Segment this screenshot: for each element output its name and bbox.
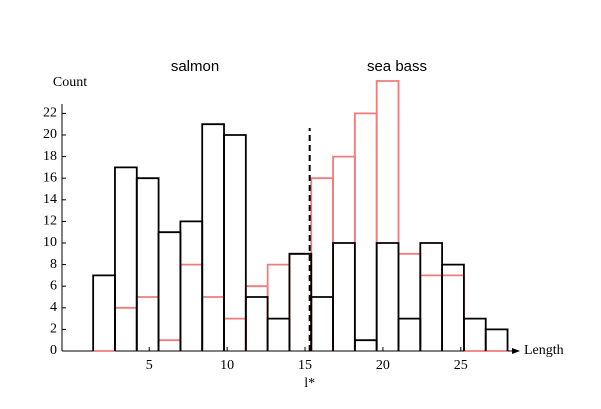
histogram-bin <box>179 263 204 351</box>
histogram-bin <box>288 252 313 351</box>
histogram-bin <box>310 177 334 351</box>
histogram-bin <box>419 242 444 351</box>
histogram-bin <box>375 242 400 351</box>
y-tick-label: 10 <box>43 235 57 250</box>
histogram-bin <box>244 296 269 351</box>
histogram-bin <box>244 285 269 351</box>
y-axis-label: Count <box>53 75 87 90</box>
histogram-bin <box>463 317 487 351</box>
histogram-bin <box>375 80 400 351</box>
histogram-bin <box>201 123 225 351</box>
y-tick-label: 4 <box>50 300 57 315</box>
series-label: sea bass <box>367 58 427 75</box>
y-tick-label: 18 <box>43 149 57 164</box>
x-tick-label: 15 <box>298 358 312 373</box>
x-tick-label: 25 <box>454 358 468 373</box>
y-tick-label: 8 <box>50 257 57 272</box>
histogram-bin <box>114 166 138 351</box>
threshold-label: l* <box>304 376 315 391</box>
y-tick-label: 2 <box>50 322 57 337</box>
y-tick-label: 22 <box>43 106 57 121</box>
histogram-bin <box>484 328 509 351</box>
x-axis-arrow <box>512 348 520 354</box>
x-axis-label: Length <box>524 343 564 358</box>
histogram-bin <box>201 296 225 351</box>
histogram-bin <box>135 296 160 351</box>
histogram-bin <box>157 339 182 351</box>
y-tick-label: 20 <box>43 127 57 142</box>
x-tick-label: 5 <box>146 358 153 373</box>
histogram-bin <box>441 274 465 351</box>
histogram-bin <box>332 242 356 351</box>
histogram-bin <box>179 220 204 351</box>
histogram-bin <box>397 252 422 351</box>
histogram-bin <box>397 317 422 351</box>
histogram-bin <box>114 306 138 351</box>
y-tick-label: 16 <box>43 170 57 185</box>
y-tick-label: 12 <box>43 214 57 229</box>
histogram-bin <box>288 252 313 351</box>
y-tick-label: 14 <box>43 192 57 207</box>
histogram-bin <box>92 274 116 351</box>
histogram-bin <box>266 263 291 351</box>
histogram-bin <box>441 263 465 351</box>
y-tick-label: 0 <box>50 343 57 358</box>
histogram-bin <box>223 134 247 351</box>
histogram-bin <box>332 155 356 351</box>
histogram-bin <box>135 177 160 351</box>
histogram-bin <box>353 339 378 351</box>
x-tick-label: 20 <box>376 358 390 373</box>
x-tick-label: 10 <box>220 358 234 373</box>
series-label: salmon <box>171 58 219 75</box>
histogram-bin <box>419 274 444 351</box>
histogram-bin <box>266 317 291 351</box>
histogram-bin <box>157 231 182 351</box>
y-tick-label: 6 <box>50 278 57 293</box>
histogram-bin <box>310 296 334 351</box>
histogram-bin <box>353 112 378 351</box>
histogram-bin <box>223 317 247 351</box>
